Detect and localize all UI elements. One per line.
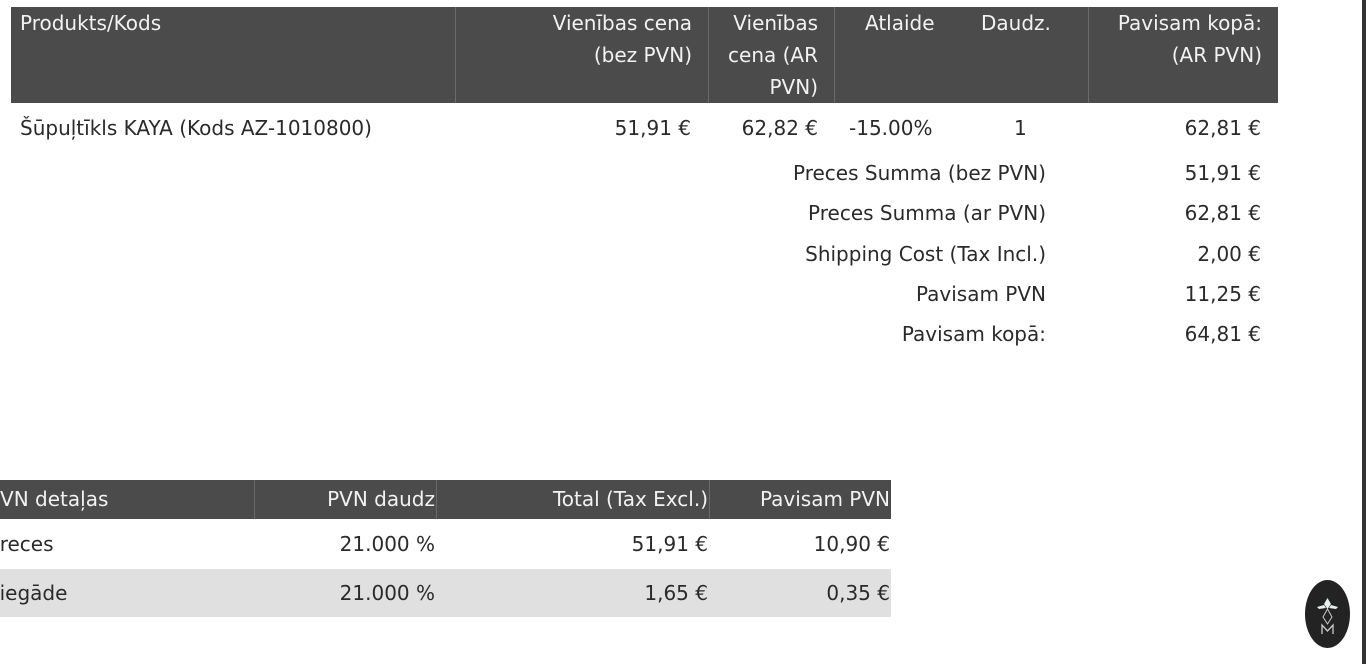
tax-table-header: PVN detaļas PVN daudz Total (Tax Excl.) …	[0, 480, 891, 519]
col-tax-rate: PVN daudz	[327, 487, 435, 511]
brand-logo-icon[interactable]	[1305, 580, 1350, 648]
tax-type: Preces	[0, 532, 54, 556]
summary-value: 11,25 €	[1184, 282, 1261, 306]
items-table-header: Produkts/Kods Vienības cena (bez PVN) Vi…	[11, 7, 1278, 103]
tax-rate: 21.000 %	[339, 532, 435, 556]
col-unit-inc: Vienības cena (AR PVN)	[708, 7, 834, 103]
total-excl: 51,91 €	[631, 532, 708, 556]
header-line: (AR PVN)	[1171, 43, 1262, 67]
summary-label: Pavisam kopā:	[901, 322, 1046, 346]
col-total: Pavisam kopā: (AR PVN)	[1088, 7, 1278, 71]
col-total-excl: Total (Tax Excl.)	[552, 487, 708, 511]
unit-price-ex: 51,91 €	[614, 116, 691, 140]
summary-value: 62,81 €	[1184, 201, 1261, 225]
header-line: Vienības cena	[552, 11, 692, 35]
table-row: Piegāde 21.000 % 1,65 € 0,35 €	[0, 569, 891, 617]
header-line: PVN)	[769, 75, 818, 99]
total-tax: 0,35 €	[826, 581, 890, 605]
line-total: 62,81 €	[1184, 116, 1261, 140]
discount: -15.00%	[849, 116, 933, 140]
summary-value: 64,81 €	[1184, 322, 1261, 346]
summary-label: Preces Summa (ar PVN)	[808, 201, 1046, 225]
summary-label: Shipping Cost (Tax Incl.)	[805, 242, 1046, 266]
col-tax-details: PVN detaļas	[0, 487, 109, 511]
tax-type: Piegāde	[0, 581, 68, 605]
tax-rate: 21.000 %	[339, 581, 435, 605]
col-total-tax: Pavisam PVN	[759, 487, 890, 511]
col-qty: Daudz.	[981, 11, 1051, 35]
header-line: cena (AR	[728, 43, 818, 67]
total-excl: 1,65 €	[644, 581, 708, 605]
scrollbar[interactable]	[1362, 0, 1366, 664]
summary-label: Pavisam PVN	[915, 282, 1046, 306]
header-line: (bez PVN)	[593, 43, 692, 67]
header-line: Vienības	[733, 11, 818, 35]
total-tax: 10,90 €	[813, 532, 890, 556]
quantity: 1	[1014, 116, 1027, 140]
header-line: Pavisam kopā:	[1117, 11, 1262, 35]
product-name: Šūpuļtīkls KAYA (Kods AZ-1010800)	[20, 116, 372, 140]
summary-label: Preces Summa (bez PVN)	[793, 161, 1046, 185]
col-discount: Atlaide	[865, 11, 935, 35]
summary-value: 51,91 €	[1184, 161, 1261, 185]
unit-price-inc: 62,82 €	[741, 116, 818, 140]
col-unit-ex: Vienības cena (bez PVN)	[455, 7, 708, 71]
summary-value: 2,00 €	[1197, 242, 1261, 266]
col-product: Produkts/Kods	[20, 11, 162, 35]
